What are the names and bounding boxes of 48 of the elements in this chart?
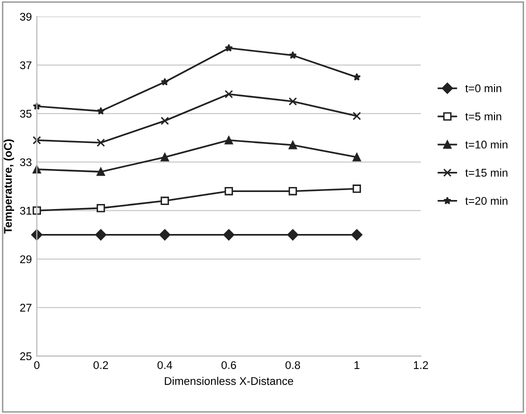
point: [159, 229, 170, 240]
x-axis-title: Dimensionless X-Distance: [164, 376, 294, 385]
legend-label: t=5 min: [465, 112, 502, 120]
point: [160, 78, 169, 86]
point: [96, 204, 105, 212]
y-tick-label: 27: [20, 304, 32, 312]
y-tick-label: 37: [20, 61, 32, 70]
point: [224, 90, 233, 98]
x-tick-label: 0.2: [94, 361, 108, 370]
point: [224, 44, 233, 52]
point: [288, 186, 297, 196]
point: [288, 97, 297, 106]
point: [160, 196, 169, 206]
point: [352, 73, 361, 81]
point: [352, 184, 361, 193]
point: [95, 229, 106, 240]
point: [288, 51, 297, 59]
x-tick-label: 0.8: [286, 361, 300, 370]
x-tick-label: 0.4: [158, 361, 172, 370]
legend-label: t=10 min: [465, 140, 508, 149]
x-tick-label: 1: [354, 361, 360, 369]
point: [96, 168, 105, 176]
point: [224, 186, 233, 196]
legend-label: t=0 min: [465, 84, 502, 92]
y-tick-label: 33: [20, 158, 32, 166]
point: [96, 138, 105, 147]
y-tick-label: 29: [20, 255, 32, 264]
y-tick-label: 39: [20, 12, 32, 21]
y-tick-label: 25: [20, 352, 32, 360]
point: [351, 229, 362, 240]
x-tick-label: 1.2: [414, 361, 428, 369]
point: [288, 140, 297, 150]
point: [32, 136, 41, 144]
point: [352, 153, 361, 162]
point: [352, 112, 361, 120]
y-tick-label: 35: [20, 110, 32, 118]
point: [160, 153, 169, 162]
point: [287, 229, 298, 240]
x-tick-label: 0: [34, 361, 40, 370]
y-tick-label: 31: [20, 206, 32, 215]
point: [96, 106, 105, 115]
x-tick-label: 0.6: [222, 361, 236, 370]
point: [224, 136, 233, 144]
legend-label: t=15 min: [465, 168, 508, 177]
point: [160, 116, 169, 125]
point: [223, 229, 234, 240]
legend-label: t=20 min: [465, 196, 508, 205]
y-axis-title: Temperature, (oC): [4, 139, 14, 234]
